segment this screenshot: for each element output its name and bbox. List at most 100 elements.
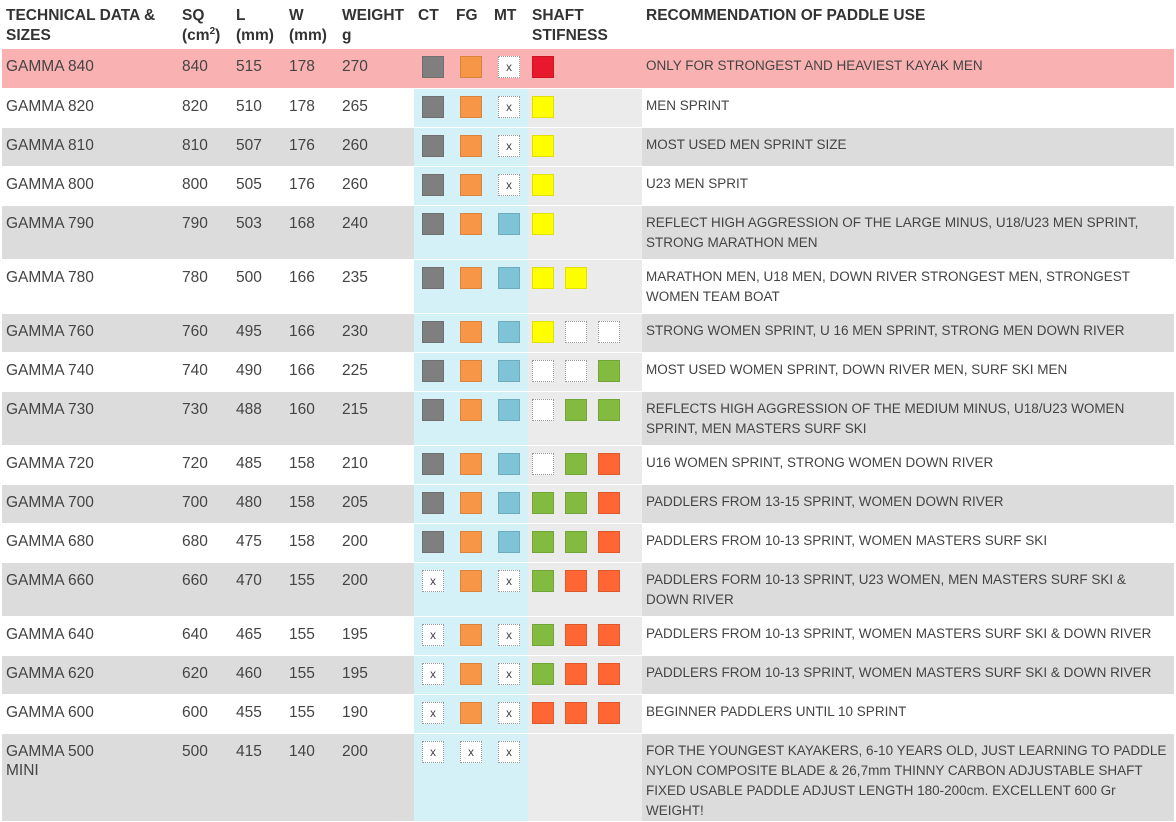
weight-value: 190 [338,694,414,734]
length-value: 480 [232,484,285,524]
model-name: GAMMA 780 [2,259,178,314]
model-name: GAMMA 600 [2,694,178,734]
fg-swatch [460,134,482,157]
header-recommendation: RECOMMENDATION OF PADDLE USE [642,0,1174,49]
width-value: 158 [285,445,338,485]
recommendation-text: MARATHON MEN, U18 MEN, DOWN RIVER STRONG… [642,259,1174,314]
weight-value: 210 [338,445,414,485]
mt-swatch: x [498,740,520,763]
fg-swatch [460,530,482,553]
shaft-stiffness-swatch [598,623,620,646]
sq-value: 790 [178,205,232,260]
model-name: GAMMA 680 [2,523,178,563]
model-name-suffix: MINI [6,761,39,779]
ct-cell [414,49,452,89]
shaft-stiffness-swatch [598,662,620,685]
mt-swatch [498,530,520,553]
header-sq: SQ (cm2) [178,0,232,49]
shaft-stiffness-swatch [598,452,620,475]
weight-value: 260 [338,166,414,206]
width-value: 155 [285,616,338,656]
mt-swatch: x [498,134,520,157]
fg-cell [452,259,490,314]
ct-swatch: x [422,623,444,646]
width-value: 158 [285,523,338,563]
shaft-stiffness-swatch [532,398,554,421]
table-row: GAMMA 620 620 460 155 195 x x PADDLERS FROM 10-… [2,655,1174,695]
shaft-stiffness-swatch [565,398,587,421]
shaft-stiffness-swatch [598,359,620,382]
header-technical-data: TECHNICAL DATA & SIZES [2,0,178,49]
mt-cell [490,259,528,314]
model-name: GAMMA 640 [2,616,178,656]
fg-swatch [460,398,482,421]
model-name: GAMMA 730 [2,391,178,446]
width-value: 168 [285,205,338,260]
shaft-stiffness-cell [528,655,642,695]
shaft-stiffness-swatch [565,662,587,685]
mt-swatch: x [498,623,520,646]
fg-cell [452,352,490,392]
recommendation-text: BEGINNER PADDLERS UNTIL 10 SPRINT [642,694,1174,734]
shaft-stiffness-swatch [598,530,620,553]
shaft-stiffness-swatch [565,452,587,475]
model-name-text: GAMMA 740 [6,361,94,379]
ct-swatch: x [422,701,444,724]
model-name: GAMMA 500 MINI [2,733,178,822]
mt-swatch [498,491,520,514]
model-name-text: GAMMA 760 [6,322,94,340]
mt-swatch [498,212,520,235]
model-name: GAMMA 840 [2,49,178,89]
recommendation-text: MOST USED MEN SPRINT SIZE [642,127,1174,167]
shaft-stiffness-swatch [565,320,587,343]
shaft-stiffness-swatch [598,491,620,514]
length-value: 507 [232,127,285,167]
table-row: GAMMA 600 600 455 155 190 x x BEGINNER PADDLERS… [2,694,1174,734]
table-row: GAMMA 720 720 485 158 210 U16 WOMEN SPRINT, S… [2,445,1174,485]
recommendation-text: MEN SPRINT [642,88,1174,128]
shaft-stiffness-swatch [532,452,554,475]
length-value: 488 [232,391,285,446]
fg-cell [452,205,490,260]
shaft-stiffness-cell [528,562,642,617]
model-name-text: GAMMA 600 [6,703,94,721]
shaft-stiffness-swatch [598,320,620,343]
sq-value: 760 [178,313,232,353]
fg-cell [452,88,490,128]
shaft-stiffness-swatch [598,398,620,421]
recommendation-text: STRONG WOMEN SPRINT, U 16 MEN SPRINT, ST… [642,313,1174,353]
width-value: 166 [285,352,338,392]
width-value: 176 [285,166,338,206]
mt-cell: x [490,694,528,734]
header-shaft-stiffness: SHAFT STIFNESS [528,0,642,49]
width-value: 166 [285,313,338,353]
ct-cell: x [414,562,452,617]
ct-swatch [422,56,444,78]
table-body: GAMMA 840 840 515 178 270 x ONLY FOR STRONGEST… [2,49,1174,822]
recommendation-text: U16 WOMEN SPRINT, STRONG WOMEN DOWN RIVE… [642,445,1174,485]
fg-cell [452,562,490,617]
weight-value: 240 [338,205,414,260]
weight-value: 205 [338,484,414,524]
fg-cell [452,127,490,167]
shaft-stiffness-swatch [565,491,587,514]
weight-value: 260 [338,127,414,167]
fg-swatch [460,701,482,724]
table-row: GAMMA 730 730 488 160 215 REFLECTS HIGH AGGRE… [2,391,1174,446]
width-value: 178 [285,49,338,89]
recommendation-text: ONLY FOR STRONGEST AND HEAVIEST KAYAK ME… [642,49,1174,89]
model-name-text: GAMMA 790 [6,214,94,232]
length-value: 455 [232,694,285,734]
shaft-stiffness-swatch [532,701,554,724]
model-name-text: GAMMA 780 [6,268,94,286]
fg-swatch [460,359,482,382]
shaft-stiffness-cell [528,259,642,314]
model-name: GAMMA 760 [2,313,178,353]
model-name: GAMMA 820 [2,88,178,128]
sq-value: 810 [178,127,232,167]
header-row: TECHNICAL DATA & SIZES SQ (cm2) L (mm) W (mm… [2,0,1174,49]
shaft-stiffness-cell [528,166,642,206]
shaft-stiffness-swatch [532,320,554,343]
recommendation-text: PADDLERS FROM 10-13 SPRINT, WOMEN MASTER… [642,655,1174,695]
